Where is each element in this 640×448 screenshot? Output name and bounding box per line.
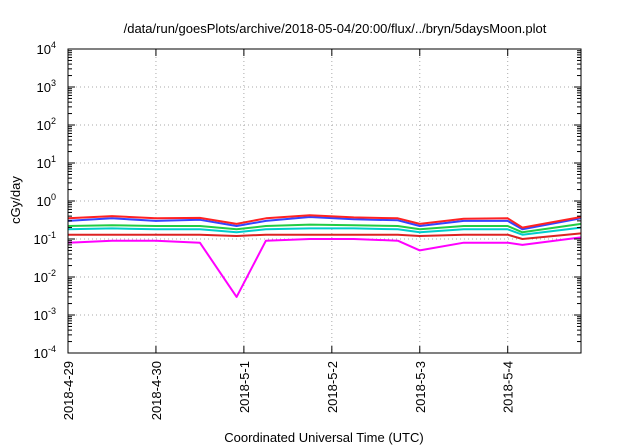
y-tick-exponent: 3: [51, 78, 56, 88]
y-tick-label: 100: [37, 192, 56, 209]
x-tick-label: 2018-5-3: [413, 361, 428, 413]
y-tick-label: 10-3: [34, 306, 56, 323]
y-tick-exponent: 0: [51, 192, 56, 202]
y-tick-exponent: -1: [48, 230, 56, 240]
x-tick-label: 2018-4-30: [149, 361, 164, 420]
y-tick-base: 10: [37, 194, 51, 209]
y-tick-base: 10: [37, 118, 51, 133]
series-line-6: [67, 214, 582, 229]
y-tick-label: 101: [37, 154, 56, 171]
y-tick-base: 10: [37, 156, 51, 171]
y-tick-label: 102: [37, 116, 56, 133]
y-tick-exponent: 4: [51, 40, 56, 50]
x-tick-label: 2018-5-1: [237, 361, 252, 413]
series-layer: [67, 214, 582, 298]
y-axis-label: cGy/day: [8, 176, 23, 224]
series-line-2: [68, 232, 582, 240]
y-tick-exponent: -2: [48, 268, 56, 278]
y-tick-exponent: -3: [48, 306, 56, 316]
series-line-4: [67, 222, 582, 234]
y-tick-label: 10-1: [34, 230, 56, 247]
y-tick-label: 10-2: [34, 268, 56, 285]
y-tick-exponent: -4: [48, 344, 56, 354]
grid: [68, 49, 581, 353]
x-tick-label: 2018-5-4: [501, 361, 516, 413]
y-tick-base: 10: [37, 42, 51, 57]
y-tick-label: 103: [37, 78, 56, 95]
x-tick-label: 2018-5-2: [325, 361, 340, 413]
y-tick-exponent: 2: [51, 116, 56, 126]
x-axis-label: Coordinated Universal Time (UTC): [224, 430, 423, 445]
y-tick-label: 10-4: [34, 344, 56, 361]
chart-title: /data/run/goesPlots/archive/2018-05-04/2…: [124, 21, 547, 36]
series-line-5: [67, 216, 582, 231]
y-tick-base: 10: [34, 232, 48, 247]
x-tick-label: 2018-4-29: [61, 361, 76, 420]
y-tick-exponent: 1: [51, 154, 56, 164]
y-tick-base: 10: [37, 80, 51, 95]
series-line-3: [67, 226, 582, 236]
series-line-1: [67, 236, 582, 298]
y-tick-label: 104: [37, 40, 56, 57]
y-tick-base: 10: [34, 308, 48, 323]
y-tick-base: 10: [34, 270, 48, 285]
x-axis: 2018-4-29 2018-4-30 2018-5-1 2018-5-2 2018-5…: [61, 49, 516, 420]
y-tick-base: 10: [34, 346, 48, 361]
